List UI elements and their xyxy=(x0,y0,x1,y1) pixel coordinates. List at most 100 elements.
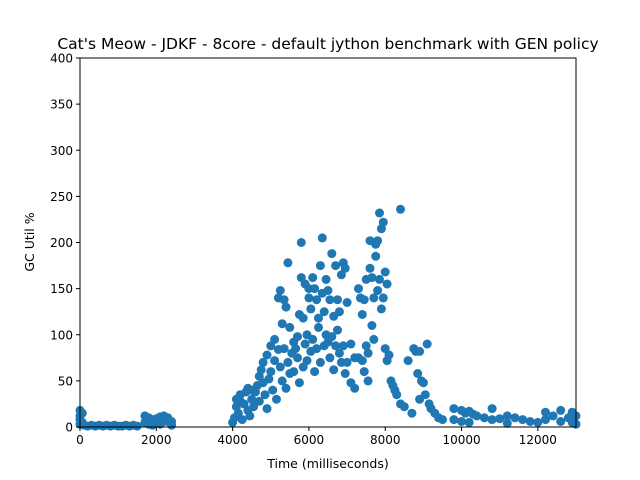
data-point xyxy=(375,208,384,218)
data-point xyxy=(258,357,268,367)
data-point xyxy=(336,270,346,280)
data-point xyxy=(418,378,428,388)
data-point xyxy=(310,284,320,294)
data-point xyxy=(367,273,377,283)
data-point xyxy=(296,238,306,247)
data-point xyxy=(264,374,274,384)
x-tick-label: 2000 xyxy=(141,433,172,447)
data-point xyxy=(281,302,291,312)
x-tick-label: 6000 xyxy=(294,433,325,447)
data-point xyxy=(315,261,325,271)
data-point xyxy=(510,413,520,423)
data-point xyxy=(312,295,322,305)
data-point xyxy=(260,390,270,400)
data-point xyxy=(373,286,383,295)
data-point xyxy=(384,350,394,360)
data-point xyxy=(308,273,318,283)
data-point xyxy=(495,414,505,424)
data-point xyxy=(302,356,312,366)
data-point xyxy=(300,339,310,349)
data-point xyxy=(306,304,316,314)
data-point xyxy=(262,350,272,360)
data-point xyxy=(375,274,384,284)
data-point xyxy=(277,376,287,386)
y-tick-label: 150 xyxy=(50,282,73,296)
data-point xyxy=(371,251,381,261)
data-point xyxy=(325,295,335,305)
data-point xyxy=(270,334,280,344)
y-axis-label: GC Util % xyxy=(22,212,37,271)
data-point xyxy=(310,367,320,377)
data-point xyxy=(346,339,356,349)
data-point xyxy=(354,284,363,294)
y-tick-label: 350 xyxy=(50,98,73,112)
data-point xyxy=(359,295,369,305)
data-point xyxy=(518,415,528,425)
data-point xyxy=(279,344,289,354)
data-point xyxy=(340,369,350,378)
y-axis-ticks: 0 50 100 150 200 250 300 350 400 xyxy=(50,52,80,435)
x-tick-label: 10000 xyxy=(442,433,480,447)
x-axis-ticks: 0 2000 4000 6000 8000 10000 12000 xyxy=(76,427,557,447)
data-point xyxy=(556,417,566,426)
data-point xyxy=(363,376,373,386)
data-point xyxy=(556,405,566,415)
data-point xyxy=(392,390,402,400)
data-point xyxy=(403,356,413,366)
x-axis-label: Time (milliseconds) xyxy=(266,456,388,471)
data-point xyxy=(449,415,459,425)
data-point xyxy=(247,394,257,404)
x-tick-label: 0 xyxy=(76,433,84,447)
data-point xyxy=(380,267,390,277)
data-point xyxy=(420,390,430,400)
data-point xyxy=(237,415,247,425)
data-point xyxy=(413,369,423,378)
x-tick-label: 12000 xyxy=(519,433,557,447)
data-point xyxy=(308,334,318,344)
data-point xyxy=(304,293,314,303)
data-point xyxy=(279,295,289,305)
data-point xyxy=(256,365,266,375)
data-point xyxy=(422,339,432,349)
data-point xyxy=(365,263,375,273)
data-point xyxy=(359,367,369,377)
data-point xyxy=(399,402,409,412)
data-point xyxy=(268,385,278,395)
data-point xyxy=(396,204,405,214)
data-point xyxy=(321,274,331,284)
data-point xyxy=(457,417,466,426)
data-point xyxy=(378,217,388,227)
data-point xyxy=(319,307,329,317)
data-point xyxy=(317,233,327,243)
x-tick-label: 4000 xyxy=(217,433,248,447)
data-point xyxy=(275,362,285,372)
data-point xyxy=(314,313,323,323)
data-point xyxy=(487,415,497,425)
data-point xyxy=(376,304,386,314)
data-point xyxy=(342,357,352,367)
data-point xyxy=(270,356,280,366)
data-point xyxy=(449,404,459,414)
y-tick-label: 100 xyxy=(50,328,73,342)
data-point xyxy=(298,313,308,323)
data-point xyxy=(283,357,293,367)
y-tick-label: 0 xyxy=(65,421,73,435)
data-point xyxy=(541,407,550,417)
data-point xyxy=(369,293,379,303)
data-point xyxy=(340,263,350,273)
data-point xyxy=(132,421,142,431)
data-point xyxy=(291,344,301,354)
data-point xyxy=(357,310,367,319)
y-tick-label: 300 xyxy=(50,144,73,158)
data-point xyxy=(293,332,302,342)
data-point xyxy=(438,415,447,425)
data-point xyxy=(293,353,302,363)
data-point xyxy=(272,394,281,404)
y-tick-label: 400 xyxy=(50,52,73,66)
data-point xyxy=(333,295,342,305)
data-point xyxy=(312,344,322,354)
data-point xyxy=(369,334,379,344)
chart-title: Cat's Meow - JDKF - 8core - default jyth… xyxy=(57,35,598,53)
data-point xyxy=(249,402,259,412)
